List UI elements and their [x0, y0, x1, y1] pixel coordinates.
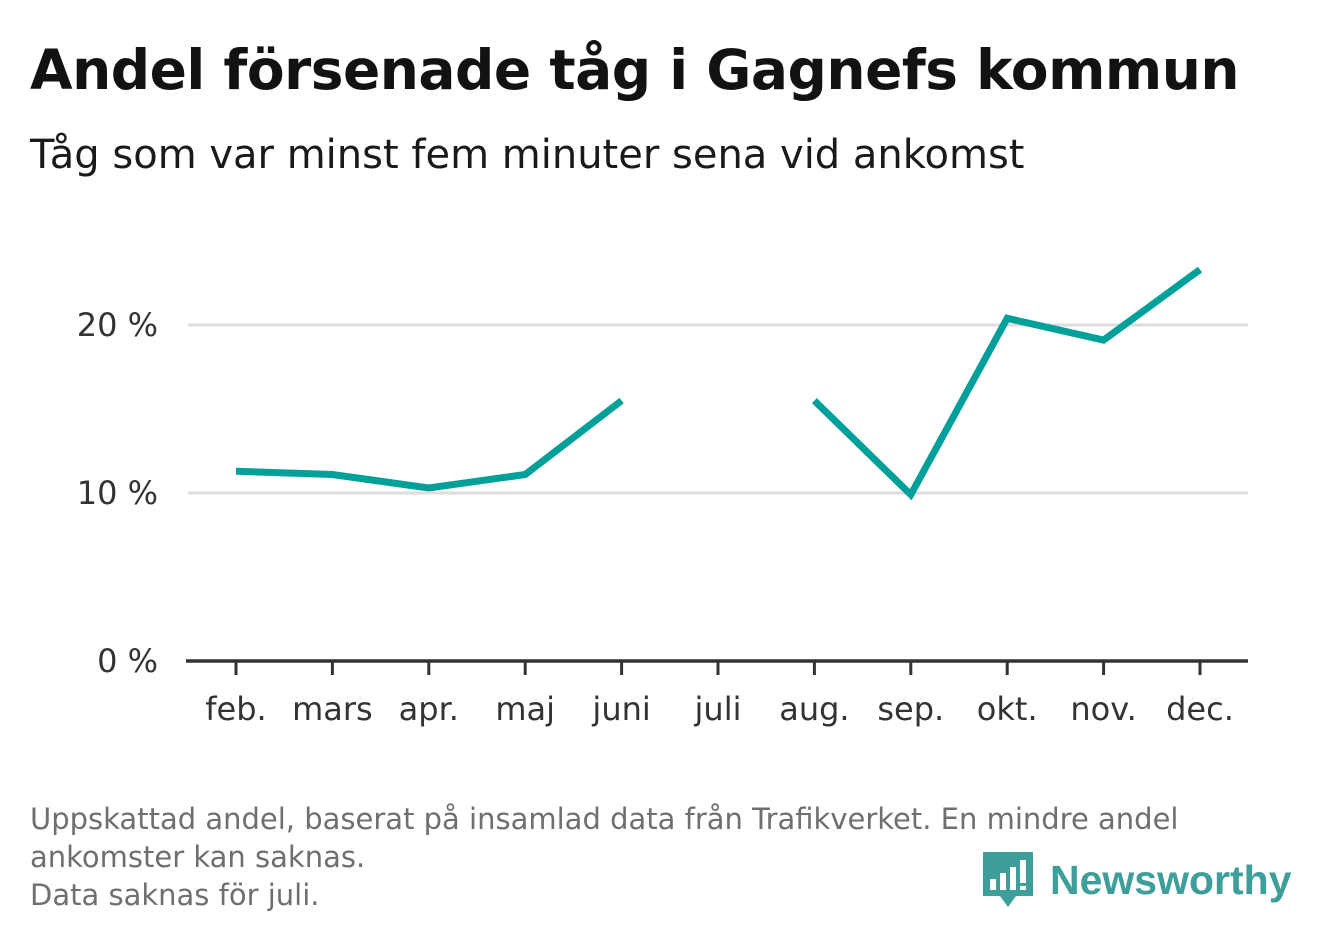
series-line-segment-1-2 — [811, 266, 1203, 501]
y-tick-label: 20 % — [77, 306, 158, 344]
footnote-line-2: Data saknas för juli. — [30, 878, 320, 912]
chart-title: Andel försenade tåg i Gagnefs kommun — [30, 38, 1240, 102]
x-tick-label: juni — [591, 690, 650, 728]
x-tick-label: apr. — [399, 690, 459, 728]
series-line-segment-1-1 — [235, 397, 624, 492]
brand-name: Newsworthy — [1050, 856, 1292, 903]
bar-chart-speech-bubble-icon — [983, 852, 1033, 907]
x-tick-label: juli — [694, 690, 742, 728]
x-tick-label: feb. — [205, 690, 266, 728]
x-tick-label: dec. — [1166, 690, 1234, 728]
footnote: Uppskattad andel, baserat på insamlad da… — [30, 800, 1280, 914]
y-tick-label: 0 % — [97, 642, 158, 680]
series-lines — [235, 266, 1203, 501]
brand-logo: Newsworthy — [980, 850, 1292, 910]
y-tick-label: 10 % — [77, 474, 158, 512]
y-axis-ticks: 0 % 10 % 20 % — [77, 306, 158, 680]
x-tick-label: sep. — [877, 690, 944, 728]
line-chart: 0 % 10 % 20 % feb. mars apr. maj juni juli aug. s… — [77, 266, 1248, 728]
x-axis: feb. mars apr. maj juni juli aug. sep. okt. nov. d… — [186, 659, 1248, 728]
footnote-line-1: Uppskattad andel, baserat på insamlad da… — [30, 802, 1179, 874]
gridlines — [188, 323, 1248, 495]
chart-subtitle: Tåg som var minst fem minuter sena vid a… — [30, 132, 1025, 178]
x-tick-label: okt. — [977, 690, 1038, 728]
x-tick-label: nov. — [1070, 690, 1136, 728]
x-tick-label: aug. — [779, 690, 849, 728]
x-tick-label: maj — [495, 690, 555, 728]
x-tick-label: mars — [292, 690, 373, 728]
